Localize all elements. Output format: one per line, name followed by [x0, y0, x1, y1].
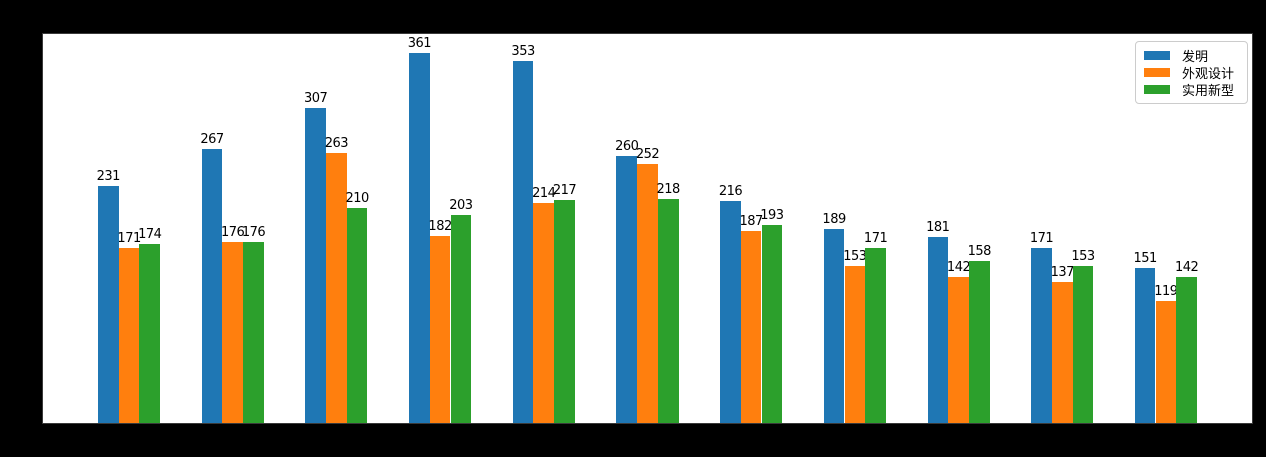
legend-swatch [1144, 85, 1170, 94]
bar-value-label: 217 [552, 183, 577, 199]
bar-value-label: 142 [1175, 260, 1199, 276]
bar-value-label: 153 [843, 249, 867, 264]
bar-value-label: 171 [1029, 230, 1054, 246]
bar-value-label: 171 [863, 230, 888, 246]
plot-area: 231 267 307 361 353 260 216 189 181 171 151 171 176 2… [42, 33, 1253, 424]
bar-value-label: 153 [1071, 249, 1095, 264]
bar [637, 164, 658, 423]
bar-value-label: 189 [822, 212, 846, 227]
bar [409, 52, 430, 423]
bar-value-label: 142 [946, 260, 971, 276]
bar [927, 237, 949, 423]
bar-value-label: 119 [1154, 283, 1178, 299]
bar-value-label: 216 [718, 184, 743, 200]
bar-value-label: 218 [656, 182, 681, 198]
bar [823, 229, 845, 423]
bar [512, 60, 534, 423]
bar [865, 247, 886, 423]
bar-value-label: 182 [428, 219, 452, 235]
legend-label: 发明 [1182, 50, 1209, 65]
bar [533, 203, 555, 423]
legend-swatch [1144, 68, 1170, 77]
bar [720, 201, 741, 423]
legend-item: 发明 [1144, 47, 1239, 65]
bar-value-label: 176 [241, 225, 266, 241]
bar-value-label: 267 [200, 132, 224, 147]
bar [1155, 300, 1177, 423]
bar [305, 107, 326, 423]
bar [968, 260, 990, 423]
bar [1031, 247, 1052, 423]
bar-value-label: 307 [304, 90, 328, 106]
bar-value-label: 174 [138, 227, 162, 243]
bar-value-label: 158 [967, 243, 992, 259]
bar [222, 242, 244, 423]
bar-value-label: 214 [532, 186, 556, 202]
legend-item: 实用新型 [1144, 81, 1239, 99]
bar-value-label: 210 [345, 190, 370, 206]
bar [1176, 277, 1197, 423]
bar [657, 199, 679, 423]
bar [1072, 266, 1094, 423]
legend-swatch [1144, 51, 1170, 60]
bar-value-label: 176 [221, 225, 245, 241]
bar-value-label: 193 [760, 207, 784, 223]
bar-value-label: 151 [1133, 251, 1158, 266]
bar-value-label: 137 [1050, 265, 1075, 281]
bar [554, 200, 575, 423]
bar [346, 207, 368, 423]
bar [201, 149, 223, 423]
bar [844, 266, 866, 423]
bar [1134, 268, 1156, 423]
bar-value-label: 260 [615, 139, 639, 155]
bar-value-label: 171 [117, 230, 141, 246]
bar-value-label: 187 [739, 214, 764, 230]
bar-value-label: 353 [511, 43, 535, 59]
bar [98, 185, 119, 423]
legend-label: 外观设计 [1182, 67, 1235, 82]
bar [948, 277, 969, 423]
bar [761, 224, 783, 423]
bar [1051, 282, 1073, 423]
bar [118, 247, 140, 423]
bar [740, 231, 762, 423]
legend-label: 实用新型 [1182, 84, 1235, 99]
bar [450, 214, 472, 423]
legend: 发明 外观设计 实用新型 [1135, 41, 1248, 104]
legend-item: 外观设计 [1144, 64, 1239, 82]
bar-value-label: 252 [635, 147, 660, 163]
bar [243, 242, 264, 423]
bar-value-label: 181 [926, 220, 950, 236]
bar-value-label: 231 [96, 168, 121, 184]
bar [326, 153, 347, 423]
bar [616, 156, 638, 423]
bar-value-label: 361 [407, 35, 432, 51]
bar-value-label: 203 [449, 197, 473, 213]
bar [429, 236, 451, 423]
bar [139, 244, 161, 423]
bar-value-label: 263 [324, 136, 349, 152]
